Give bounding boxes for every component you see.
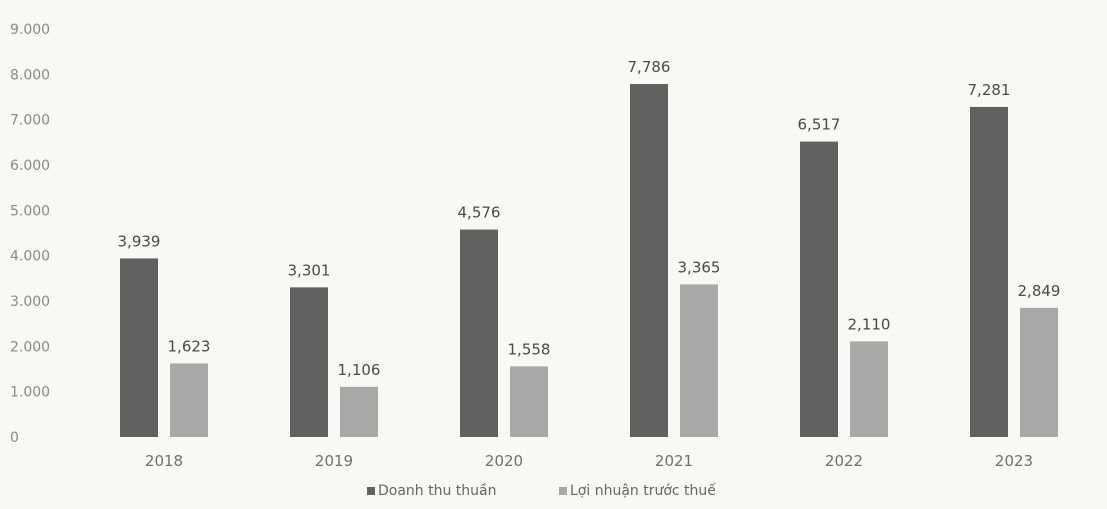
y-tick-label: 5.000: [10, 203, 50, 219]
bars-group: 3,939 1,623 3,301 1,106 4,576 1,558 7,786 3,365…: [118, 58, 1061, 437]
bar-profit-2019: [340, 386, 378, 437]
y-tick-label: 7.000: [10, 113, 50, 129]
y-tick-label: 9.000: [10, 22, 50, 38]
y-tick-label: 8.000: [10, 67, 50, 83]
x-tick-label: 2021: [655, 452, 693, 470]
bar-revenue-2020: [460, 229, 498, 437]
data-label: 4,576: [458, 204, 501, 222]
bar-revenue-2022: [800, 141, 838, 437]
data-label: 1,558: [508, 340, 551, 358]
x-tick-label: 2019: [315, 452, 353, 470]
x-axis: 2018 2019 2020 2021 2022 2023: [145, 452, 1033, 470]
data-label: 3,301: [288, 261, 331, 279]
bar-revenue-2019: [290, 287, 328, 437]
y-tick-label: 6.000: [10, 158, 50, 174]
data-label: 7,786: [628, 58, 671, 76]
y-axis: 0 1.000 2.000 3.000 4.000 5.000 6.000 7.000 8.00…: [10, 22, 50, 446]
bar-profit-2018: [170, 363, 208, 437]
y-tick-label: 4.000: [10, 249, 50, 265]
x-tick-label: 2022: [825, 452, 863, 470]
legend-label-revenue: Doanh thu thuần: [378, 483, 497, 499]
y-tick-label: 1.000: [10, 385, 50, 401]
data-label: 1,106: [338, 361, 381, 379]
data-label: 2,110: [848, 315, 891, 333]
bar-profit-2021: [680, 284, 718, 437]
legend: Doanh thu thuần Lợi nhuận trước thuế: [367, 482, 716, 499]
data-label: 1,623: [168, 337, 211, 355]
bar-revenue-2021: [630, 84, 668, 437]
legend-swatch-revenue: [367, 487, 375, 495]
data-label: 3,939: [118, 232, 161, 250]
legend-label-profit: Lợi nhuận trước thuế: [570, 482, 716, 499]
y-tick-label: 3.000: [10, 294, 50, 310]
x-tick-label: 2020: [485, 452, 523, 470]
data-label: 2,849: [1018, 282, 1061, 300]
y-tick-label: 2.000: [10, 339, 50, 355]
y-tick-label: 0: [10, 430, 19, 446]
x-tick-label: 2023: [995, 452, 1033, 470]
bar-profit-2022: [850, 341, 888, 437]
x-tick-label: 2018: [145, 452, 183, 470]
data-label: 6,517: [798, 116, 841, 134]
bar-profit-2020: [510, 366, 548, 437]
legend-swatch-profit: [559, 487, 567, 495]
bar-revenue-2018: [120, 258, 158, 437]
data-label: 3,365: [678, 258, 721, 276]
data-label: 7,281: [968, 81, 1011, 99]
bar-revenue-2023: [970, 106, 1008, 437]
bar-profit-2023: [1020, 307, 1058, 437]
